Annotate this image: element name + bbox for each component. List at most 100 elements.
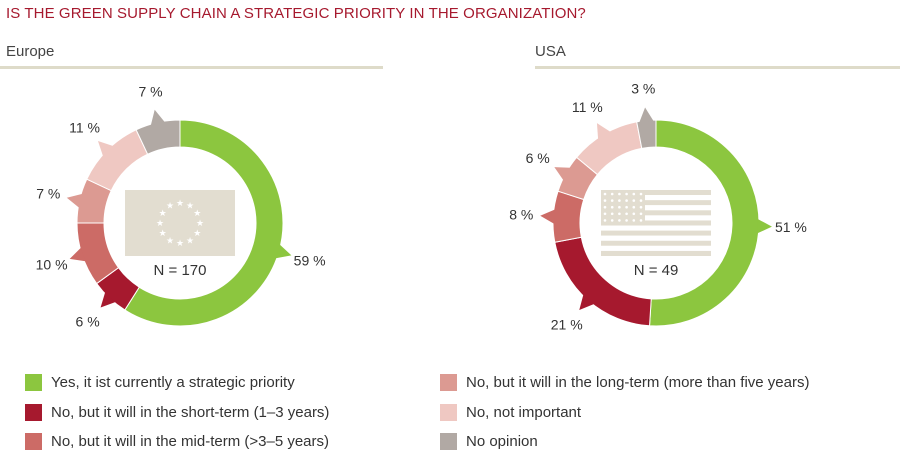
legend-item-short-term: No, but it will in the short-term (1–3 y… [25,398,329,428]
usa-slice-yes_now [649,119,760,327]
us-flag-star [618,212,621,216]
usa-pointer-mid_term [540,209,555,224]
us-flag-star [632,205,636,209]
europe-pointer-no_opinion [150,109,165,126]
europe-label-yes_now: 59 % [294,253,326,269]
europe-label-short_term: 6 % [76,313,100,329]
usa-slice-mid_term [552,190,585,243]
us-flag-star [610,212,614,216]
us-flag-star [610,199,614,202]
legend-label-not-important: No, not important [466,403,582,421]
usa-label-long_term: 6 % [526,150,550,166]
us-flag-star [603,219,607,222]
eu-flag-star: ★ [166,236,174,246]
usa-pointer-short_term [579,294,595,311]
europe-label-not_important: 11 % [69,120,100,136]
us-flag-star [603,205,607,209]
usa-label-not_important: 11 % [572,99,603,115]
usa-pointer-no_opinion [639,107,654,123]
us-flag-stripe [601,215,711,221]
usa-donut-chart: 51 % 21 % 8 % 6 % 11 % 3 % N = 49 [509,81,807,333]
eu-flag-star: ★ [196,219,204,229]
us-flag-stripe [601,225,711,231]
eu-flag-star: ★ [193,229,201,239]
europe-title-rule [0,66,383,69]
us-flag-star [610,192,614,196]
usa-title-rule [535,66,900,69]
eu-flag-star: ★ [176,239,184,249]
europe-sample-size: N = 170 [154,262,207,279]
europe-label-mid_term: 10 % [36,257,68,273]
europe-label-long_term: 7 % [36,186,60,202]
us-flag-star [610,205,614,209]
legend-left: Yes, it ist currently a strategic priori… [25,368,329,457]
legend-label-yes-now: Yes, it ist currently a strategic priori… [51,374,295,392]
usa-pointer-not_important [596,123,611,140]
us-flag-star [632,199,636,202]
us-flag-star [625,219,628,222]
us-flag-star [632,219,636,222]
us-flag-star [639,219,643,222]
legend-swatch-no-opinion [440,433,457,451]
europe-panel-title: Europe [6,43,55,60]
us-flag-star [618,205,621,209]
legend-label-long-term: No, but it will in the long-term (more t… [466,374,810,392]
us-flag-star [639,192,643,196]
us-flag-icon [601,190,711,256]
europe-slice-yes_now [124,119,284,327]
us-flag-stripe [601,195,711,201]
usa-label-no_opinion: 3 % [631,81,655,97]
europe-pointer-long_term [66,193,83,208]
us-flag-star [625,199,628,202]
eu-flag-star: ★ [186,202,194,212]
legend-item-long-term: No, but it will in the long-term (more t… [440,368,809,398]
legend-item-no-opinion: No opinion [440,427,809,457]
us-flag-stripe [601,210,711,216]
europe-pointer-short_term [100,292,116,308]
us-flag-star [603,192,607,196]
usa-sample-size: N = 49 [634,262,679,279]
us-flag-canton [601,190,645,226]
us-flag-star [618,199,621,202]
eu-flag-star: ★ [186,236,194,246]
legend-label-no-opinion: No opinion [466,433,538,451]
europe-label-no_opinion: 7 % [138,83,162,99]
us-flag-stripe [601,245,711,251]
europe-pointer-mid_term [69,247,86,262]
us-flag-stripe [601,250,711,256]
europe-pointer-not_important [97,140,114,157]
eu-flag-star: ★ [166,202,174,212]
us-flag-star [625,205,628,209]
eu-flag-star: ★ [156,219,164,229]
usa-label-yes_now: 51 % [775,219,807,235]
legend-swatch-short-term [25,403,42,421]
us-flag-stripe [601,240,711,246]
us-flag-stripe [601,190,711,196]
legend-swatch-long-term [440,374,457,392]
us-flag-star [632,212,636,216]
usa-pointer-yes_now [757,219,772,234]
europe-pointer-yes_now [275,244,292,259]
legend-item-mid-term: No, but it will in the mid-term (>3–5 ye… [25,427,329,457]
us-flag-star [639,212,643,216]
legend-item-yes-now: Yes, it ist currently a strategic priori… [25,368,329,398]
legend-swatch-yes-now [25,374,42,392]
eu-flag-background [125,190,235,256]
usa-label-short_term: 21 % [551,316,583,332]
us-flag-stripe [601,205,711,211]
us-flag-star [639,205,643,209]
usa-pointer-long_term [554,167,571,181]
eu-flag-star: ★ [159,209,167,219]
eu-flag-star: ★ [176,199,184,209]
eu-flag-star: ★ [159,229,167,239]
legend-right: No, but it will in the long-term (more t… [440,368,809,457]
us-flag-star [625,212,628,216]
us-flag-star [639,199,643,202]
us-flag-star [625,192,628,196]
us-flag-star [618,192,621,196]
usa-panel-title: USA [535,43,566,60]
usa-label-mid_term: 8 % [509,207,533,223]
eu-flag-icon: ★★★★★★★★★ ★ ★★ [125,190,235,256]
legend-label-mid-term: No, but it will in the mid-term (>3–5 ye… [51,433,330,451]
us-flag-star [632,192,636,196]
